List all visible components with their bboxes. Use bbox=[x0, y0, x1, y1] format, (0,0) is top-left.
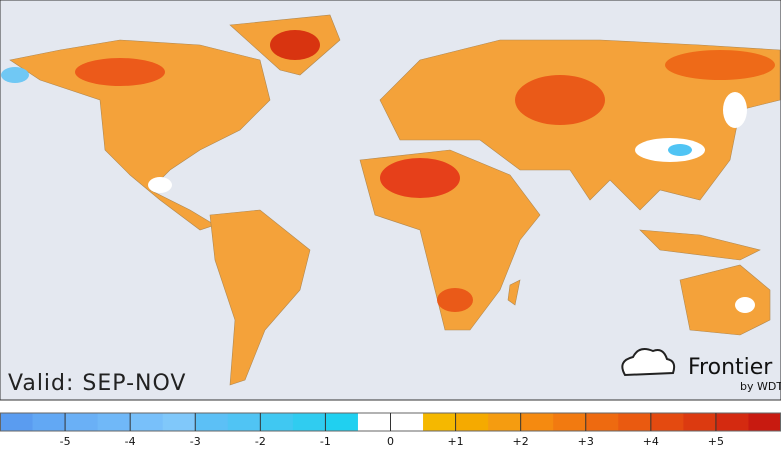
color-legend: -5 -4 -3 -2 -1 0 +1 +2 +3 +4 +5 bbox=[0, 412, 781, 448]
legend-swatch bbox=[715, 413, 749, 431]
legend-swatch bbox=[227, 413, 261, 431]
logo-byline: by WDT bbox=[740, 380, 781, 393]
legend-tick-label: +3 bbox=[578, 435, 594, 448]
legend-swatch bbox=[683, 413, 717, 431]
legend-swatch bbox=[488, 413, 522, 431]
legend-swatch bbox=[195, 413, 229, 431]
legend-swatch bbox=[650, 413, 684, 431]
legend-swatch bbox=[423, 413, 457, 431]
legend-swatch bbox=[32, 413, 66, 431]
logo-cloud bbox=[621, 348, 676, 377]
legend-swatch bbox=[65, 413, 99, 431]
legend-swatch bbox=[618, 413, 652, 431]
legend-swatch bbox=[325, 413, 359, 431]
logo: Frontier by WDT bbox=[621, 348, 781, 393]
valid-label: Valid: SEP-NOV bbox=[8, 371, 186, 396]
legend-swatch bbox=[748, 413, 781, 431]
legend-swatch bbox=[130, 413, 164, 431]
legend-swatch bbox=[162, 413, 196, 431]
legend-swatch bbox=[260, 413, 294, 431]
legend-tick-label: -1 bbox=[320, 435, 331, 448]
anomaly-patches bbox=[1, 30, 775, 313]
legend-swatch bbox=[553, 413, 587, 431]
legend-swatch bbox=[520, 413, 554, 431]
legend-tick-label: +5 bbox=[708, 435, 724, 448]
legend-swatch bbox=[292, 413, 326, 431]
legend-tick-label: -5 bbox=[60, 435, 71, 448]
legend-swatch bbox=[0, 413, 34, 431]
legend-swatch bbox=[357, 413, 391, 431]
legend-tick-label: -2 bbox=[255, 435, 266, 448]
logo-name: Frontier bbox=[688, 355, 773, 380]
legend-tick-label: -3 bbox=[190, 435, 201, 448]
legend-tick-label: -4 bbox=[125, 435, 136, 448]
legend-swatch bbox=[455, 413, 489, 431]
legend-tick-label: +1 bbox=[447, 435, 463, 448]
legend-swatch bbox=[390, 413, 424, 431]
legend-swatch bbox=[97, 413, 131, 431]
legend-tick-label: +2 bbox=[513, 435, 529, 448]
legend-swatch bbox=[585, 413, 619, 431]
legend-tick-label: 0 bbox=[387, 435, 394, 448]
legend-tick-label: +4 bbox=[643, 435, 659, 448]
